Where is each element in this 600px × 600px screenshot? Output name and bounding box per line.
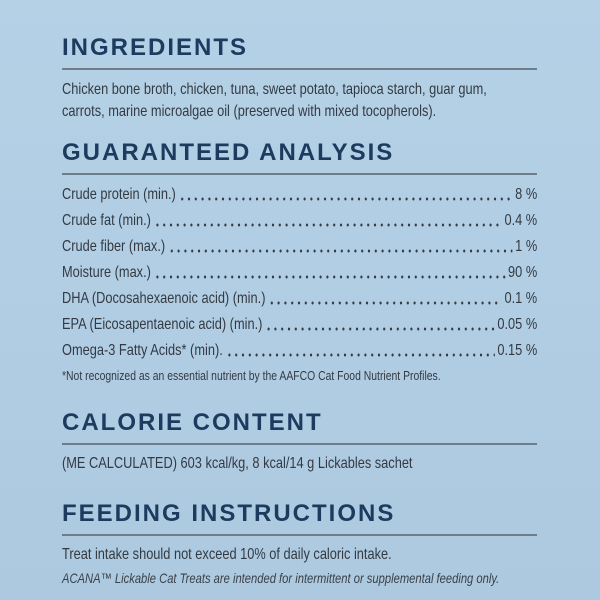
analysis-label: Crude protein (min.) [62,186,176,203]
dot-leader [268,286,503,312]
analysis-label: Omega-3 Fatty Acids* (min). [62,342,223,359]
dot-leader [179,182,513,208]
analysis-row-moisture: Moisture (max.) 90 % [62,260,537,286]
dot-leader [154,208,503,234]
analysis-row-omega3: Omega-3 Fatty Acids* (min). 0.15 % [62,338,537,364]
feeding-instructions-title: FEEDING INSTRUCTIONS [62,500,396,527]
analysis-row-crude-protein: Crude protein (min.) 8 % [62,182,537,208]
calorie-content-text: (ME CALCULATED) 603 kcal/kg, 8 kcal/14 g… [62,455,413,472]
analysis-value: 8 % [515,186,538,203]
section-guaranteed-analysis: GUARANTEED ANALYSIS Crude protein (min.)… [62,141,537,385]
analysis-label: Crude fat (min.) [62,212,151,229]
analysis-row-dha: DHA (Docosahexaenoic acid) (min.) 0.1 % [62,286,537,312]
analysis-value: 90 % [508,264,538,281]
aafco-footnote: *Not recognized as an essential nutrient… [62,368,441,383]
section-feeding-instructions: FEEDING INSTRUCTIONS Treat intake should… [62,502,537,587]
dot-leader [154,260,506,286]
analysis-row-crude-fat: Crude fat (min.) 0.4 % [62,208,537,234]
dot-leader [265,312,495,338]
analysis-label: EPA (Eicosapentaenoic acid) (min.) [62,316,263,333]
section-divider [62,68,537,70]
analysis-row-crude-fiber: Crude fiber (max.) 1 % [62,234,537,260]
analysis-label: Crude fiber (max.) [62,238,166,255]
ingredients-text: Chicken bone broth, chicken, tuna, sweet… [62,81,487,120]
analysis-label: Moisture (max.) [62,264,151,281]
analysis-label: DHA (Docosahexaenoic acid) (min.) [62,290,266,307]
guaranteed-analysis-title: GUARANTEED ANALYSIS [62,139,395,166]
dot-leader [168,234,513,260]
section-divider [62,173,537,175]
analysis-value: 1 % [515,238,538,255]
feeding-instructions-text: Treat intake should not exceed 10% of da… [62,546,392,563]
section-calorie-content: CALORIE CONTENT (ME CALCULATED) 603 kcal… [62,411,537,475]
section-divider [62,443,537,445]
feeding-instructions-note: ACANA™ Lickable Cat Treats are intended … [62,570,500,586]
calorie-content-title: CALORIE CONTENT [62,409,323,436]
analysis-value: 0.15 % [497,342,538,359]
dot-leader [225,338,495,364]
section-ingredients: INGREDIENTS Chicken bone broth, chicken,… [62,36,537,123]
ingredients-title: INGREDIENTS [62,34,249,61]
section-divider [62,534,537,536]
analysis-value: 0.4 % [504,212,538,229]
analysis-value: 0.05 % [497,316,538,333]
analysis-row-epa: EPA (Eicosapentaenoic acid) (min.) 0.05 … [62,312,537,338]
analysis-table: Crude protein (min.) 8 % Crude fat (min.… [62,182,537,364]
analysis-value: 0.1 % [504,290,538,307]
